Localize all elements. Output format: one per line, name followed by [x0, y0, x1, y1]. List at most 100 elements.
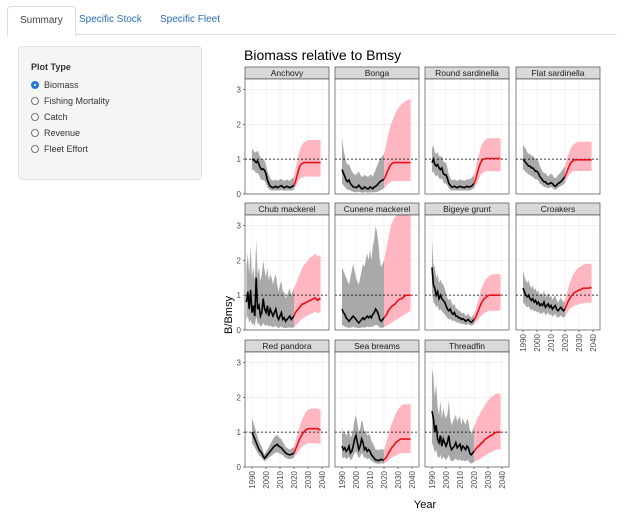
facet-label: Chub mackerel — [258, 204, 315, 214]
facet-panel: Round sardinella — [424, 66, 510, 195]
projection-line — [473, 294, 501, 321]
x-tick-label: 2010 — [547, 333, 556, 351]
radio-label: Fishing Mortality — [44, 96, 110, 106]
tab-specific-fleet[interactable]: Specific Fleet — [160, 14, 221, 25]
historical-line — [341, 169, 385, 190]
x-tick-label: 2000 — [262, 470, 271, 488]
radio-option-revenue[interactable]: Revenue — [31, 126, 80, 140]
x-tick-label: 2030 — [484, 470, 493, 488]
y-tick-label: 2 — [237, 393, 242, 402]
x-axis-label: Year — [414, 499, 437, 511]
historical-band — [432, 239, 474, 326]
biomass-chart: Biomass relative to Bmsy B/Bmsy Year Anc… — [223, 47, 601, 511]
facet-label: Flat sardinella — [532, 68, 585, 78]
panel-border — [515, 78, 601, 195]
historical-band — [432, 145, 474, 191]
y-tick-label: 0 — [237, 190, 242, 199]
chart-title: Biomass relative to Bmsy — [244, 47, 401, 63]
projection-line — [293, 427, 322, 454]
historical-line — [251, 431, 295, 460]
facet-panel: Red pandora 0 1 2 3 1990 2000 2010 2020 2030 2040 — [237, 339, 330, 489]
facet-label: Bonga — [365, 68, 390, 78]
historical-line — [251, 158, 295, 189]
projection-band — [565, 141, 592, 183]
panel-background — [245, 79, 329, 194]
historical-band — [523, 145, 565, 190]
historical-line — [245, 277, 295, 323]
radio-option-fishing-mortality[interactable]: Fishing Mortality — [31, 94, 110, 108]
tab-specific-stock[interactable]: Specific Stock — [79, 14, 142, 25]
facet-label: Threadfin — [449, 341, 485, 351]
panel-border — [334, 351, 420, 468]
x-tick-label: 2000 — [533, 333, 542, 351]
facet-panel: Chub mackerel 0 1 2 3 — [237, 202, 330, 335]
historical-line — [341, 307, 385, 325]
x-tick-label: 2010 — [366, 470, 375, 488]
y-tick-label: 1 — [237, 428, 242, 437]
x-tick-label: 1990 — [428, 470, 437, 488]
facet-panel: Cunene mackerel — [334, 202, 420, 331]
y-tick-label: 2 — [237, 120, 242, 129]
historical-band — [252, 148, 294, 191]
historical-line — [341, 432, 384, 462]
projection-band — [474, 274, 501, 325]
projection-line — [564, 286, 592, 310]
panel-border — [334, 214, 420, 331]
radio-label: Catch — [44, 112, 68, 122]
radio-option-fleet-effort[interactable]: Fleet Effort — [31, 142, 88, 156]
facet-panel: Bigeye grunt — [424, 202, 510, 331]
facet-panel: Threadfin 1990 2000 2010 2020 2030 2040 — [424, 339, 510, 489]
x-tick-label: 2000 — [352, 470, 361, 488]
plot-type-panel: Plot Type Biomass Fishing Mortality Catc… — [18, 46, 202, 180]
x-tick-label: 1990 — [248, 470, 257, 488]
panel-border — [424, 214, 510, 331]
panel-border — [424, 78, 510, 195]
radio-label: Fleet Effort — [44, 144, 88, 154]
radio-icon[interactable] — [31, 97, 39, 105]
plot-type-title: Plot Type — [31, 62, 71, 72]
radio-selected-icon[interactable] — [31, 81, 39, 89]
x-tick-label: 2030 — [575, 333, 584, 351]
projection-line — [473, 157, 501, 184]
tab-summary[interactable]: Summary — [7, 6, 76, 36]
facet-panel: Anchovy 0 1 2 3 — [237, 66, 330, 199]
x-tick-label: 1990 — [519, 333, 528, 351]
radio-option-catch[interactable]: Catch — [31, 110, 68, 124]
x-tick-label: 2030 — [304, 470, 313, 488]
projection-line — [473, 431, 501, 452]
projection-band — [294, 140, 321, 189]
y-axis-label: B/Bmsy — [223, 296, 235, 334]
x-tick-label: 2040 — [318, 470, 327, 488]
x-tick-label: 2040 — [498, 470, 507, 488]
radio-icon[interactable] — [31, 145, 39, 153]
facet-panel: Bonga — [334, 66, 420, 195]
panel-border — [424, 351, 510, 468]
projection-line — [564, 159, 592, 177]
projection-line — [293, 161, 321, 186]
radio-icon[interactable] — [31, 113, 39, 121]
radio-label: Biomass — [44, 80, 79, 90]
panel-border — [334, 78, 420, 195]
y-tick-label: 3 — [237, 221, 242, 230]
historical-band — [342, 138, 384, 193]
facet-label: Bigeye grunt — [443, 204, 491, 214]
radio-icon[interactable] — [31, 129, 39, 137]
historical-line — [522, 287, 566, 313]
projection-band — [294, 408, 321, 458]
x-tick-label: 2010 — [456, 470, 465, 488]
projection-band — [474, 138, 501, 189]
radio-label: Revenue — [44, 128, 81, 138]
facet-label: Round sardinella — [435, 68, 499, 78]
x-tick-label: 2030 — [394, 470, 403, 488]
radio-option-biomass[interactable]: Biomass — [31, 78, 79, 92]
x-tick-label: 2010 — [276, 470, 285, 488]
panel-border — [244, 78, 330, 195]
historical-line — [431, 156, 475, 189]
x-tick-label: 2020 — [561, 333, 570, 351]
y-tick-label: 0 — [237, 463, 242, 472]
projection-line — [383, 438, 411, 461]
x-tick-label: 1990 — [338, 470, 347, 488]
projection-band — [294, 253, 321, 328]
x-tick-label: 2000 — [442, 470, 451, 488]
historical-line — [431, 411, 475, 457]
